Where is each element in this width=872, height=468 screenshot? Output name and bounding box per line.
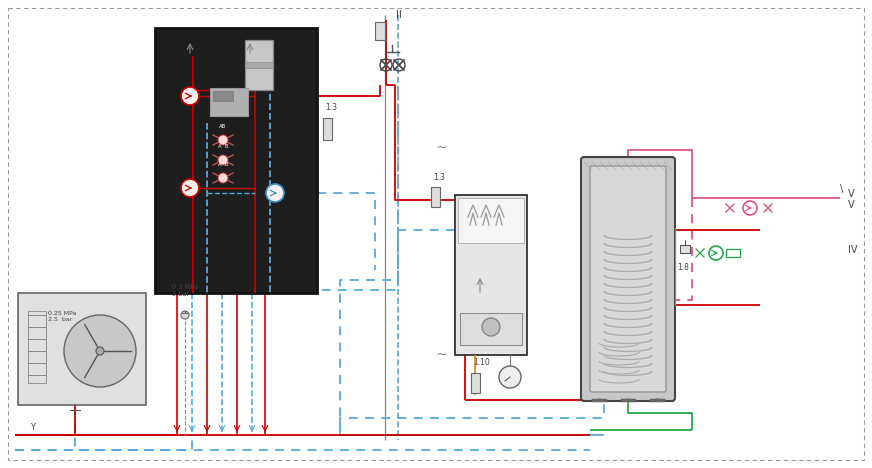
- Circle shape: [218, 155, 228, 165]
- Bar: [726, 249, 740, 257]
- Circle shape: [482, 318, 500, 336]
- Bar: [28, 311, 46, 383]
- Bar: [155, 28, 317, 293]
- Text: 1.3: 1.3: [433, 173, 445, 182]
- Text: 0.3 MPa
3 bar: 0.3 MPa 3 bar: [172, 284, 198, 297]
- Text: IV: IV: [848, 245, 857, 255]
- Circle shape: [181, 311, 189, 319]
- Bar: [455, 195, 527, 355]
- Bar: [460, 313, 522, 345]
- FancyBboxPatch shape: [590, 166, 666, 392]
- Bar: [18, 293, 146, 405]
- Text: V: V: [848, 189, 855, 199]
- Circle shape: [181, 179, 199, 197]
- Bar: [245, 40, 273, 90]
- Text: 0.25 MPa
2.5  bar: 0.25 MPa 2.5 bar: [48, 311, 77, 322]
- Bar: [245, 62, 273, 68]
- Circle shape: [709, 246, 723, 260]
- Text: A  B: A B: [218, 144, 228, 149]
- Circle shape: [266, 184, 284, 202]
- Text: 1.10: 1.10: [473, 358, 490, 367]
- Bar: [680, 245, 690, 253]
- Text: \: \: [840, 184, 843, 194]
- Text: II: II: [396, 10, 402, 20]
- Text: 1.3: 1.3: [325, 103, 337, 112]
- Text: V: V: [848, 200, 855, 210]
- Text: Y: Y: [30, 423, 35, 432]
- Bar: [323, 118, 332, 140]
- Bar: [431, 187, 440, 207]
- Text: A  B: A B: [218, 162, 228, 167]
- Circle shape: [218, 173, 228, 183]
- Bar: [213, 91, 233, 101]
- Circle shape: [499, 366, 521, 388]
- Circle shape: [96, 347, 104, 355]
- Text: AB: AB: [220, 124, 227, 129]
- Bar: [210, 88, 248, 116]
- Circle shape: [64, 315, 136, 387]
- Bar: [458, 198, 524, 243]
- FancyBboxPatch shape: [581, 157, 675, 401]
- Bar: [471, 373, 480, 393]
- Bar: [375, 22, 385, 40]
- Circle shape: [181, 87, 199, 105]
- Text: ~: ~: [435, 348, 446, 362]
- Circle shape: [743, 201, 757, 215]
- Circle shape: [218, 135, 228, 145]
- Text: 1.8: 1.8: [677, 263, 689, 272]
- Text: ~: ~: [435, 141, 446, 155]
